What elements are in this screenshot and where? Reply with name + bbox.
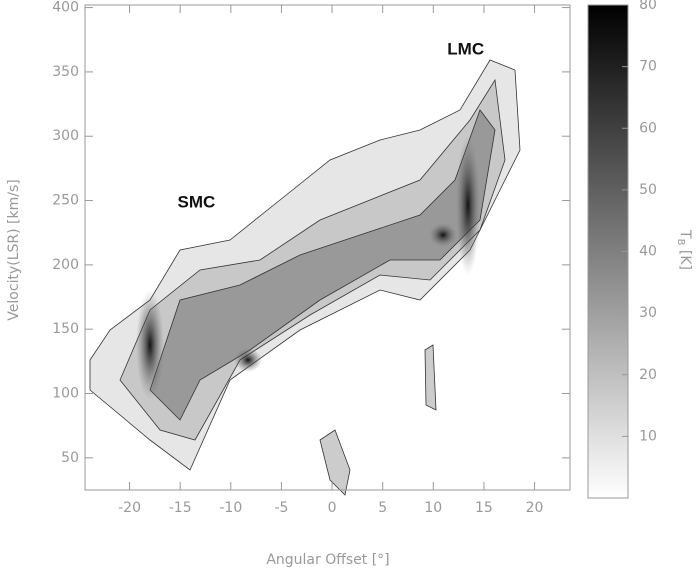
- emission: [89, 59, 521, 496]
- annotation: LMC: [447, 40, 484, 59]
- y-tick-label: 250: [52, 193, 79, 209]
- y-tick-label: 200: [52, 257, 79, 273]
- colorbar-tick-label: 10: [639, 428, 657, 444]
- y-tick-label: 50: [61, 450, 79, 466]
- x-tick-label: -10: [219, 500, 242, 516]
- y-tick-label: 150: [52, 321, 79, 337]
- plot-frame: [84, 4, 571, 491]
- colorbar-tick-label: 60: [639, 120, 657, 136]
- x-axis-label: Angular Offset [°]: [266, 552, 389, 568]
- x-tick-label: 10: [424, 500, 442, 516]
- colorbar: [587, 4, 629, 499]
- y-tick-label: 400: [52, 0, 79, 16]
- colorbar-tick-label: 70: [639, 59, 657, 75]
- annotation: SMC: [177, 193, 215, 212]
- x-tick-label: 0: [328, 500, 337, 516]
- y-tick-label: 350: [52, 64, 79, 80]
- x-tick-label: 15: [475, 500, 493, 516]
- colorbar-tick-label: 40: [639, 244, 657, 260]
- x-tick-label: -15: [169, 500, 192, 516]
- colorbar-label: TB [K]: [675, 229, 693, 270]
- colorbar-tick-label: 50: [639, 182, 657, 198]
- x-tick-label: -20: [118, 500, 141, 516]
- x-tick-label: -5: [274, 500, 288, 516]
- x-tick-label: 5: [378, 500, 387, 516]
- x-tick-label: 20: [526, 500, 544, 516]
- y-axis-label: Velocity(LSR) [km/s]: [6, 179, 22, 320]
- colorbar-tick-label: 20: [639, 367, 657, 383]
- y-tick-label: 100: [52, 386, 79, 402]
- y-tick-label: 300: [52, 128, 79, 144]
- colorbar-tick-label: 80: [639, 0, 657, 13]
- colorbar-tick-label: 30: [639, 305, 657, 321]
